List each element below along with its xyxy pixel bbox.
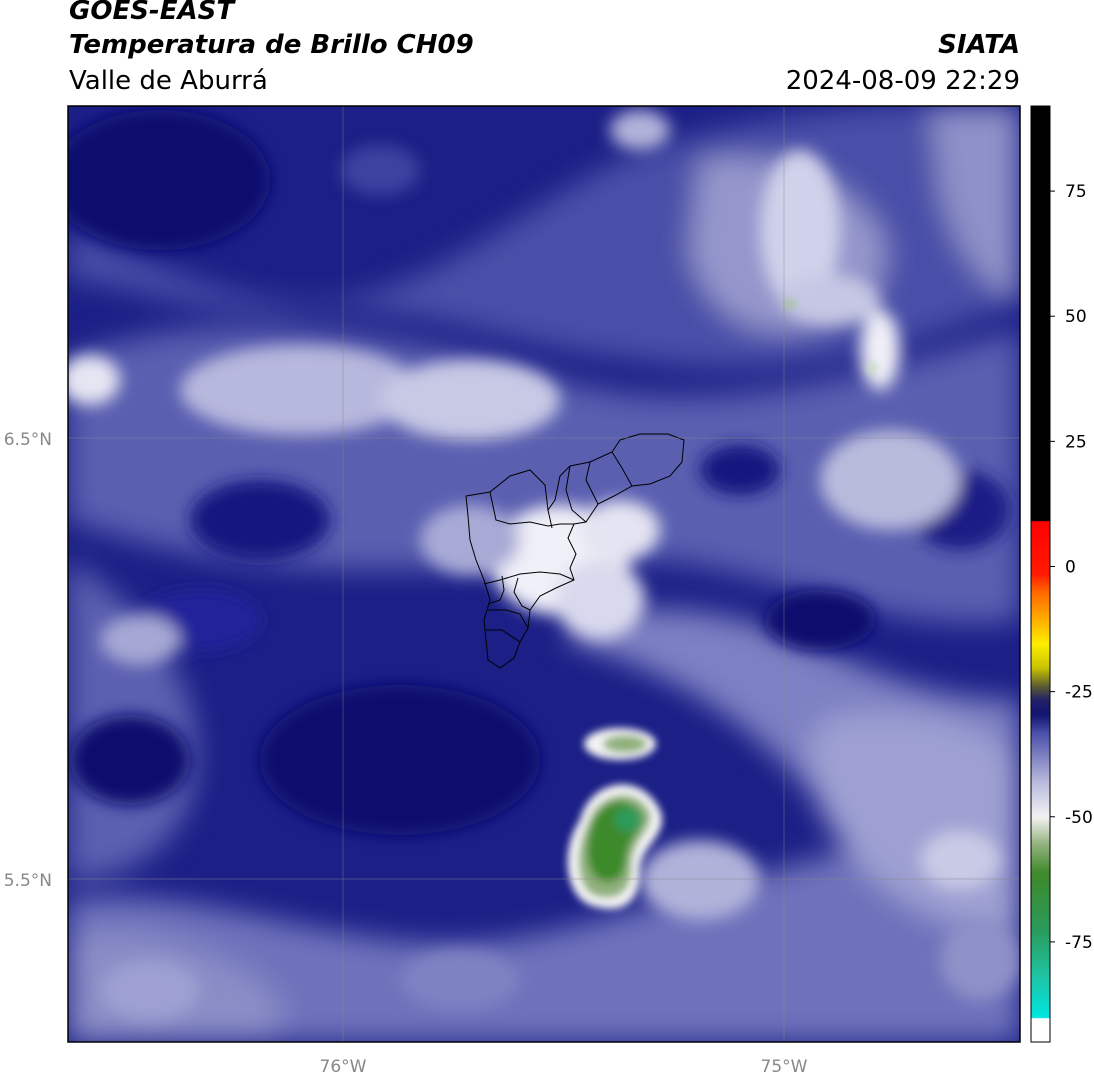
- lon-label-76: 76°W: [320, 1057, 367, 1077]
- cloud-field-detail: [68, 110, 1020, 1020]
- lat-label-5-5: 5.5°N: [4, 871, 52, 891]
- datetime-label: 2024-08-09 22:29: [785, 66, 1020, 96]
- brightness-temperature-field: [68, 106, 1020, 1042]
- municipal-boundaries: [465, 433, 685, 669]
- colorbar-label: -50: [1065, 808, 1093, 828]
- convective-cores: [567, 299, 877, 909]
- region-label: Valle de Aburrá: [69, 66, 268, 96]
- lon-label-75: 75°W: [761, 1057, 808, 1077]
- colorbar-label: -75: [1065, 933, 1093, 953]
- title-product: Temperatura de Brillo CH09: [69, 30, 474, 60]
- colorbar-frame: [1030, 105, 1051, 1043]
- colorbar-label: 50: [1065, 307, 1087, 327]
- colorbar-label: -25: [1065, 683, 1093, 703]
- colorbar-label: 25: [1065, 432, 1087, 452]
- graticule: [68, 106, 1020, 1042]
- colorbar-gradient: [1031, 106, 1050, 1042]
- colorbar-ticks: 75 50 25 0 -25 -50 -75: [1050, 182, 1093, 953]
- agency-label: SIATA: [938, 30, 1020, 60]
- colorbar-label: 0: [1065, 557, 1076, 577]
- title-satellite: GOES-EAST: [69, 0, 235, 26]
- colorbar-label: 75: [1065, 182, 1087, 202]
- colorbar: 75 50 25 0 -25 -50 -75: [1030, 105, 1093, 1043]
- map-frame: [67, 105, 1021, 1043]
- lat-label-6-5: 6.5°N: [4, 430, 52, 450]
